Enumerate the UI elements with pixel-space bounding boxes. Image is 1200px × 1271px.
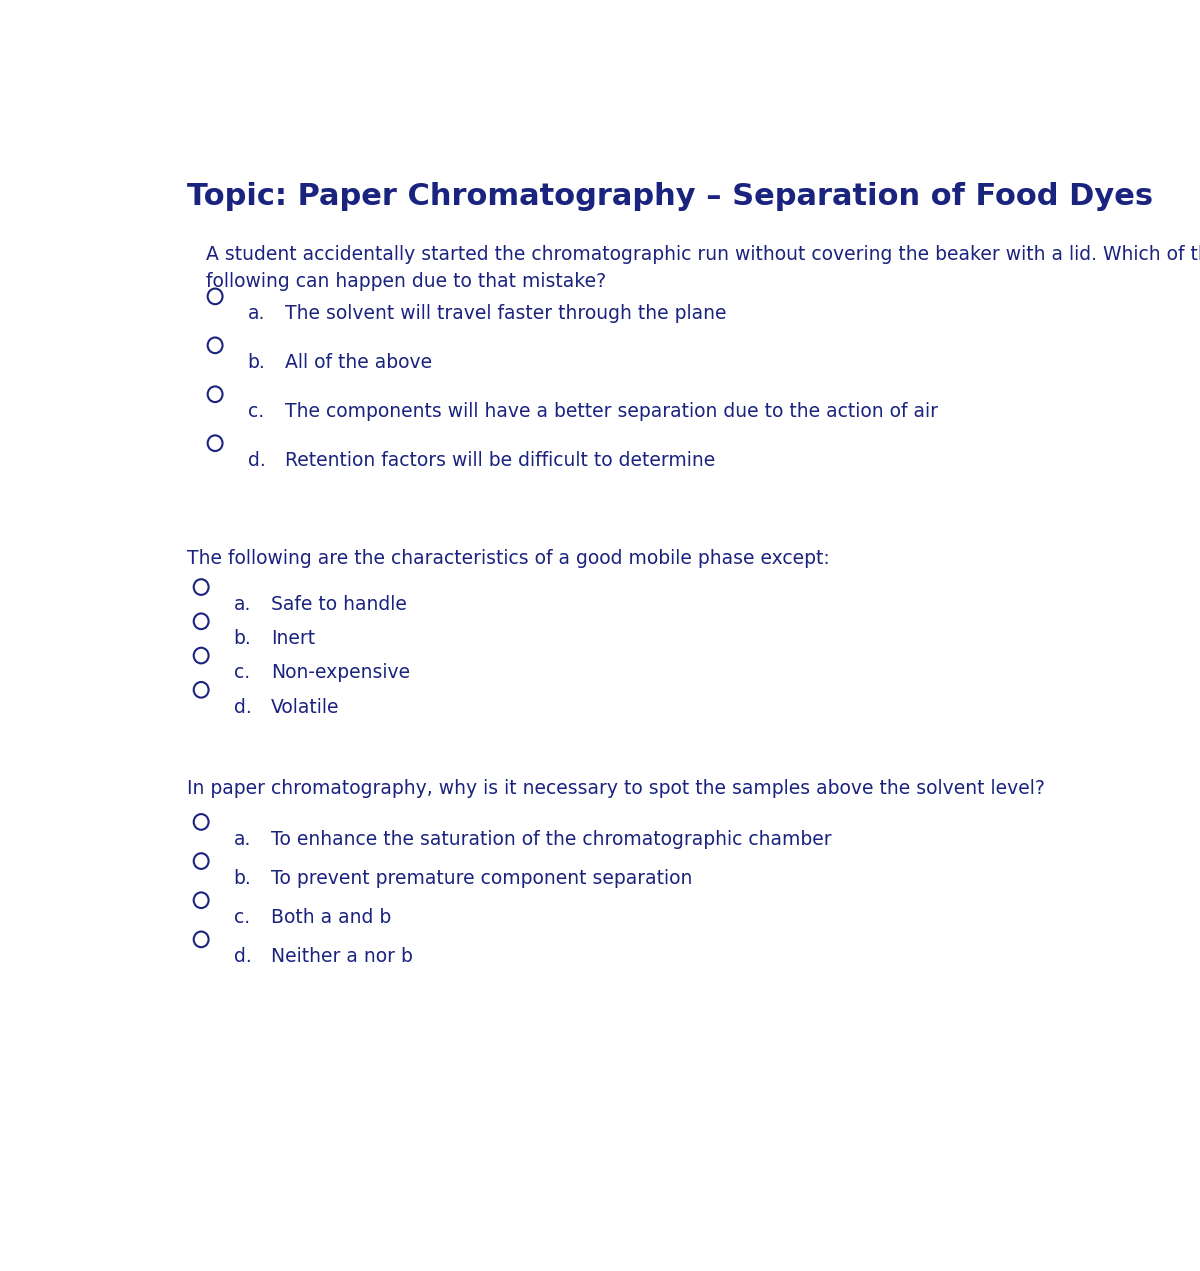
Text: b.: b. [234,629,252,648]
Text: c.: c. [247,402,264,421]
Text: b.: b. [234,869,252,888]
Text: d.: d. [234,947,252,966]
Text: Neither a nor b: Neither a nor b [271,947,413,966]
Text: c.: c. [234,663,250,683]
Text: a.: a. [234,595,251,614]
Text: The components will have a better separation due to the action of air: The components will have a better separa… [284,402,938,421]
Text: d.: d. [247,451,265,470]
Text: Safe to handle: Safe to handle [271,595,407,614]
Text: Inert: Inert [271,629,316,648]
Text: Topic: Paper Chromatography – Separation of Food Dyes: Topic: Paper Chromatography – Separation… [187,182,1153,211]
Text: Volatile: Volatile [271,698,340,717]
Text: The solvent will travel faster through the plane: The solvent will travel faster through t… [284,304,726,323]
Text: a.: a. [234,830,251,849]
Text: The following are the characteristics of a good mobile phase except:: The following are the characteristics of… [187,549,830,568]
Text: c.: c. [234,907,250,927]
Text: A student accidentally started the chromatographic run without covering the beak: A student accidentally started the chrom… [206,245,1200,291]
Text: In paper chromatography, why is it necessary to spot the samples above the solve: In paper chromatography, why is it neces… [187,779,1045,798]
Text: d.: d. [234,698,252,717]
Text: To prevent premature component separation: To prevent premature component separatio… [271,869,692,888]
Text: Non-expensive: Non-expensive [271,663,410,683]
Text: To enhance the saturation of the chromatographic chamber: To enhance the saturation of the chromat… [271,830,832,849]
Text: a.: a. [247,304,265,323]
Text: Both a and b: Both a and b [271,907,391,927]
Text: All of the above: All of the above [284,353,432,372]
Text: Retention factors will be difficult to determine: Retention factors will be difficult to d… [284,451,715,470]
Text: b.: b. [247,353,265,372]
